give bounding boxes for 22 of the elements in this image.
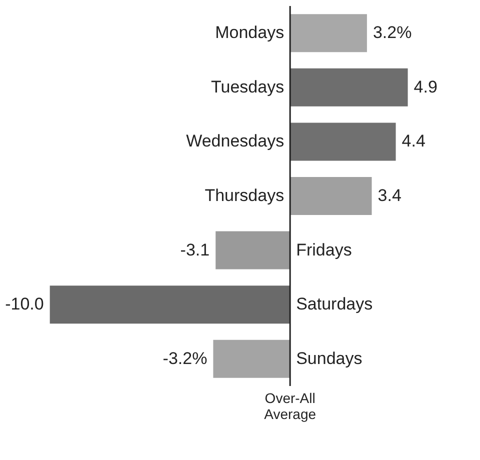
data-label: -3.1: [180, 240, 210, 260]
y-tick-label: Saturdays: [296, 294, 373, 314]
y-tick-label: Sundays: [296, 348, 362, 368]
y-tick-label: Mondays: [215, 23, 284, 42]
y-tick-label: Wednesdays: [186, 132, 284, 151]
y-tick-label: Tuesdays: [211, 77, 284, 96]
data-label: 3.2%: [372, 23, 412, 42]
y-tick-label: Thursdays: [204, 186, 284, 205]
data-label: -3.2%: [162, 348, 208, 368]
bar: [216, 231, 290, 270]
data-label: 4.4: [402, 132, 426, 151]
bar: [213, 340, 290, 378]
bar: [290, 14, 367, 52]
bar: [50, 286, 290, 324]
bar: [290, 68, 408, 106]
bar: [290, 177, 372, 215]
data-label: 3.4: [378, 186, 402, 205]
y-tick-label: Fridays: [296, 240, 352, 260]
bar: [290, 122, 396, 161]
data-label: 4.9: [414, 77, 438, 96]
data-label: -10.0: [5, 294, 44, 314]
x-axis-title: Over-All Average: [264, 390, 316, 422]
